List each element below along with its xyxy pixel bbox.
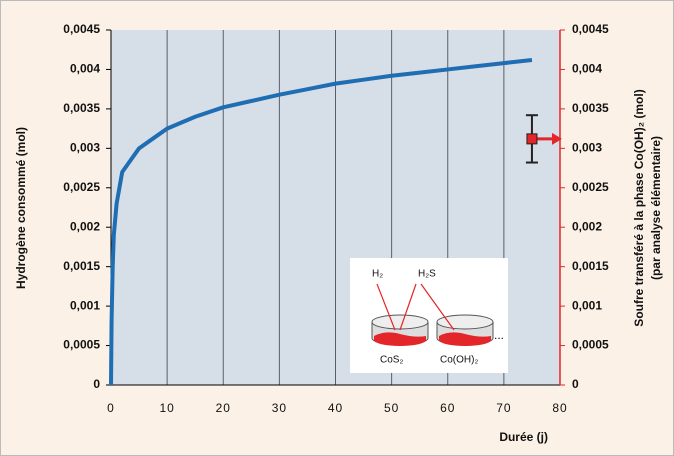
y2-tick-label: 0,0025 <box>572 180 609 194</box>
inset: H₂ H₂S CoS₂ Co(OH)₂ ... <box>350 258 508 373</box>
x-tick-label: 40 <box>328 401 343 415</box>
y2-axis-label: (par analyse élémentaire) <box>649 136 663 280</box>
error-point <box>525 114 562 164</box>
x-tick-label: 10 <box>159 401 174 415</box>
y2-tick-label: 0,0045 <box>572 22 609 36</box>
dish-content <box>439 332 491 346</box>
arrow <box>376 283 396 331</box>
y-tick-label: 0,0045 <box>63 22 100 36</box>
y2-tick-label: 0,004 <box>572 62 602 76</box>
y-tick-label: 0,0025 <box>63 180 100 194</box>
x-tick-label: 60 <box>440 401 455 415</box>
y-tick-label: 0,003 <box>70 141 100 155</box>
y2-tick-label: 0,0035 <box>572 101 609 115</box>
dish-content <box>374 332 426 346</box>
y2-axis-label: Soufre transféré à la phase Co(OH)₂ (mol… <box>632 89 646 326</box>
y-tick-label: 0,001 <box>70 298 100 312</box>
y-axis-label: Hydrogène consommé (mol) <box>14 127 28 289</box>
y2-tick-label: 0,0005 <box>572 338 609 352</box>
inset-box <box>350 258 508 373</box>
x-tick-label: 70 <box>496 401 511 415</box>
x-tick-label: 30 <box>272 401 287 415</box>
y2-tick-label: 0,003 <box>572 141 602 155</box>
x-tick-label: 50 <box>384 401 399 415</box>
x-tick-label: 20 <box>216 401 231 415</box>
inset-label: ... <box>494 328 504 342</box>
x-axis-label: Durée (j) <box>499 430 548 444</box>
y-tick-label: 0,004 <box>70 62 100 76</box>
y2-tick-label: 0,001 <box>572 298 602 312</box>
x-tick-label: 0 <box>107 401 115 415</box>
x-tick-label: 80 <box>552 401 567 415</box>
arrow <box>420 283 455 331</box>
y-tick-label: 0 <box>93 377 100 391</box>
marker <box>526 133 538 145</box>
y-tick-label: 0,0015 <box>63 259 100 273</box>
dish-top <box>371 314 429 330</box>
data-line <box>109 57 533 386</box>
y2-tick-label: 0,002 <box>572 219 602 233</box>
inset-label: Co(OH)₂ <box>440 355 478 366</box>
y2-tick-label: 0 <box>572 377 579 391</box>
y-tick-label: 0,002 <box>70 219 100 233</box>
y2-tick-label: 0,0015 <box>572 259 609 273</box>
inset-label: H₂S <box>418 269 436 280</box>
y-tick-label: 0,0035 <box>63 101 100 115</box>
inset-label: CoS₂ <box>380 355 403 366</box>
arrow <box>399 283 417 331</box>
arrow-head <box>552 132 562 145</box>
y-tick-label: 0,0005 <box>63 338 100 352</box>
inset-label: H₂ <box>372 269 383 280</box>
